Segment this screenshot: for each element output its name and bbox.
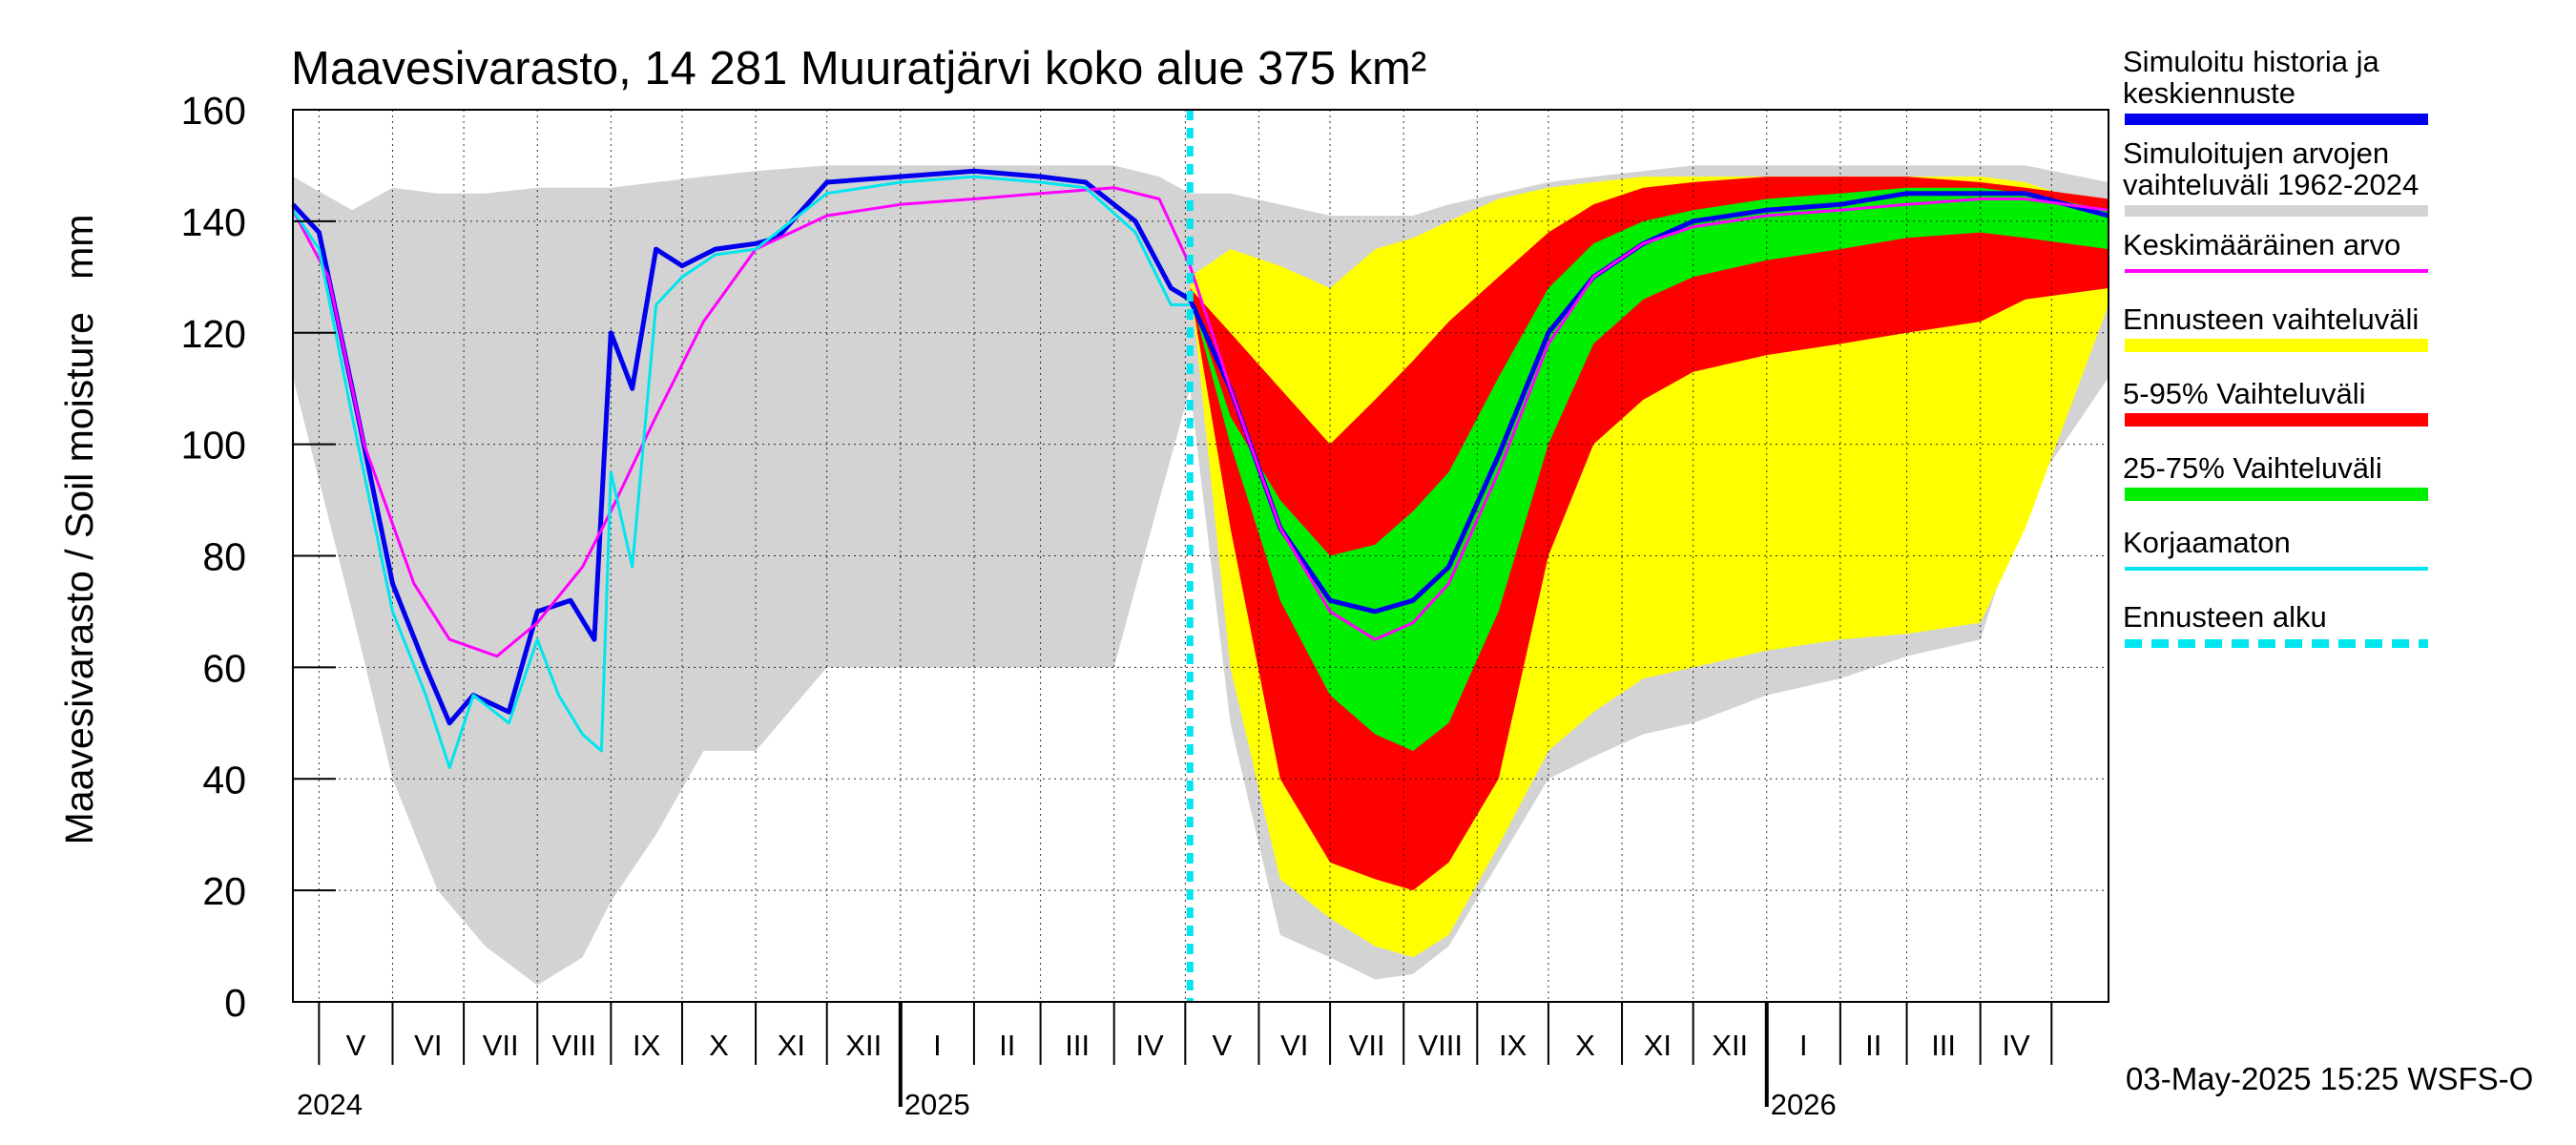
timestamp-footer: 03-May-2025 15:25 WSFS-O bbox=[2126, 1061, 2534, 1096]
y-axis-label: Maavesivarasto / Soil moisture mm bbox=[57, 215, 101, 845]
y-tick-label-160: 160 bbox=[181, 89, 246, 133]
month-label-17: X bbox=[1575, 1029, 1595, 1062]
band-layer bbox=[293, 165, 2109, 986]
month-label-4: IX bbox=[633, 1029, 661, 1062]
legend-label: Ennusteen alku bbox=[2123, 600, 2327, 634]
month-label-0: V bbox=[346, 1029, 366, 1062]
month-label-1: VI bbox=[414, 1029, 442, 1062]
legend-swatch bbox=[2125, 567, 2428, 571]
month-label-2: VII bbox=[483, 1029, 519, 1062]
month-label-9: II bbox=[999, 1029, 1015, 1062]
legend-item: Ennusteen alku bbox=[2123, 601, 2571, 676]
month-label-10: III bbox=[1065, 1029, 1090, 1062]
legend-label: Ennusteen vaihteluväli bbox=[2123, 302, 2420, 336]
month-label-7: XII bbox=[845, 1029, 882, 1062]
legend-label: Keskimääräinen arvo bbox=[2123, 228, 2401, 261]
month-label-12: V bbox=[1213, 1029, 1233, 1062]
year-label-2024: 2024 bbox=[297, 1088, 363, 1121]
legend-swatch bbox=[2125, 339, 2428, 352]
month-label-11: IV bbox=[1135, 1029, 1164, 1062]
line-layer bbox=[291, 110, 2109, 1002]
legend-item: 5-95% Vaihteluväli bbox=[2123, 378, 2571, 452]
year-label-2026: 2026 bbox=[1771, 1088, 1837, 1121]
month-label-6: XI bbox=[778, 1029, 805, 1062]
month-label-22: III bbox=[1931, 1029, 1956, 1062]
legend: Simuloitu historia ja keskiennuste Simulo… bbox=[2123, 46, 2571, 676]
y-tick-label-80: 80 bbox=[202, 535, 246, 579]
month-label-18: XI bbox=[1644, 1029, 1672, 1062]
legend-item: 25-75% Vaihteluväli bbox=[2123, 452, 2571, 527]
legend-label: Korjaamaton bbox=[2123, 526, 2291, 559]
month-label-15: VIII bbox=[1418, 1029, 1463, 1062]
y-tick-label-0: 0 bbox=[224, 981, 246, 1025]
y-tick-label-100: 100 bbox=[181, 424, 246, 468]
legend-swatch bbox=[2125, 114, 2428, 125]
month-label-23: IV bbox=[2002, 1029, 2030, 1062]
legend-label: 5-95% Vaihteluväli bbox=[2123, 377, 2366, 410]
legend-item: Korjaamaton bbox=[2123, 527, 2571, 601]
legend-label: Simuloitu historia ja keskiennuste bbox=[2123, 45, 2379, 110]
month-label-14: VII bbox=[1349, 1029, 1385, 1062]
legend-swatch bbox=[2125, 413, 2428, 427]
legend-item: Ennusteen vaihteluväli bbox=[2123, 303, 2571, 378]
month-label-20: I bbox=[1799, 1029, 1808, 1062]
legend-label: 25-75% Vaihteluväli bbox=[2123, 451, 2382, 485]
chart-title: Maavesivarasto, 14 281 Muuratjärvi koko … bbox=[291, 43, 1426, 94]
y-tick-label-120: 120 bbox=[181, 312, 246, 356]
month-label-13: VI bbox=[1280, 1029, 1308, 1062]
month-label-19: XII bbox=[1712, 1029, 1748, 1062]
line-korjaamaton bbox=[291, 175, 1191, 770]
line-keskim-r-inen-arvo bbox=[291, 186, 2109, 658]
y-tick-label-20: 20 bbox=[202, 869, 246, 913]
legend-swatch bbox=[2125, 269, 2428, 273]
y-tick-label-40: 40 bbox=[202, 758, 246, 802]
month-label-16: IX bbox=[1499, 1029, 1527, 1062]
y-tick-label-60: 60 bbox=[202, 646, 246, 690]
legend-item: Simuloitujen arvojen vaihteluväli 1962-2… bbox=[2123, 137, 2571, 229]
year-label-2025: 2025 bbox=[904, 1088, 970, 1121]
legend-item: Simuloitu historia ja keskiennuste bbox=[2123, 46, 2571, 137]
legend-label: Simuloitujen arvojen vaihteluväli 1962-2… bbox=[2123, 136, 2420, 201]
month-label-3: VIII bbox=[552, 1029, 597, 1062]
legend-item: Keskimääräinen arvo bbox=[2123, 229, 2571, 303]
legend-swatch bbox=[2125, 638, 2428, 648]
month-label-5: X bbox=[709, 1029, 729, 1062]
month-label-21: II bbox=[1865, 1029, 1881, 1062]
legend-swatch bbox=[2125, 205, 2428, 217]
legend-swatch bbox=[2125, 488, 2428, 501]
month-label-8: I bbox=[933, 1029, 942, 1062]
grid-layer bbox=[293, 110, 2109, 1002]
y-tick-label-140: 140 bbox=[181, 200, 246, 244]
band-25-75-vaihteluv-li bbox=[1190, 187, 2109, 752]
